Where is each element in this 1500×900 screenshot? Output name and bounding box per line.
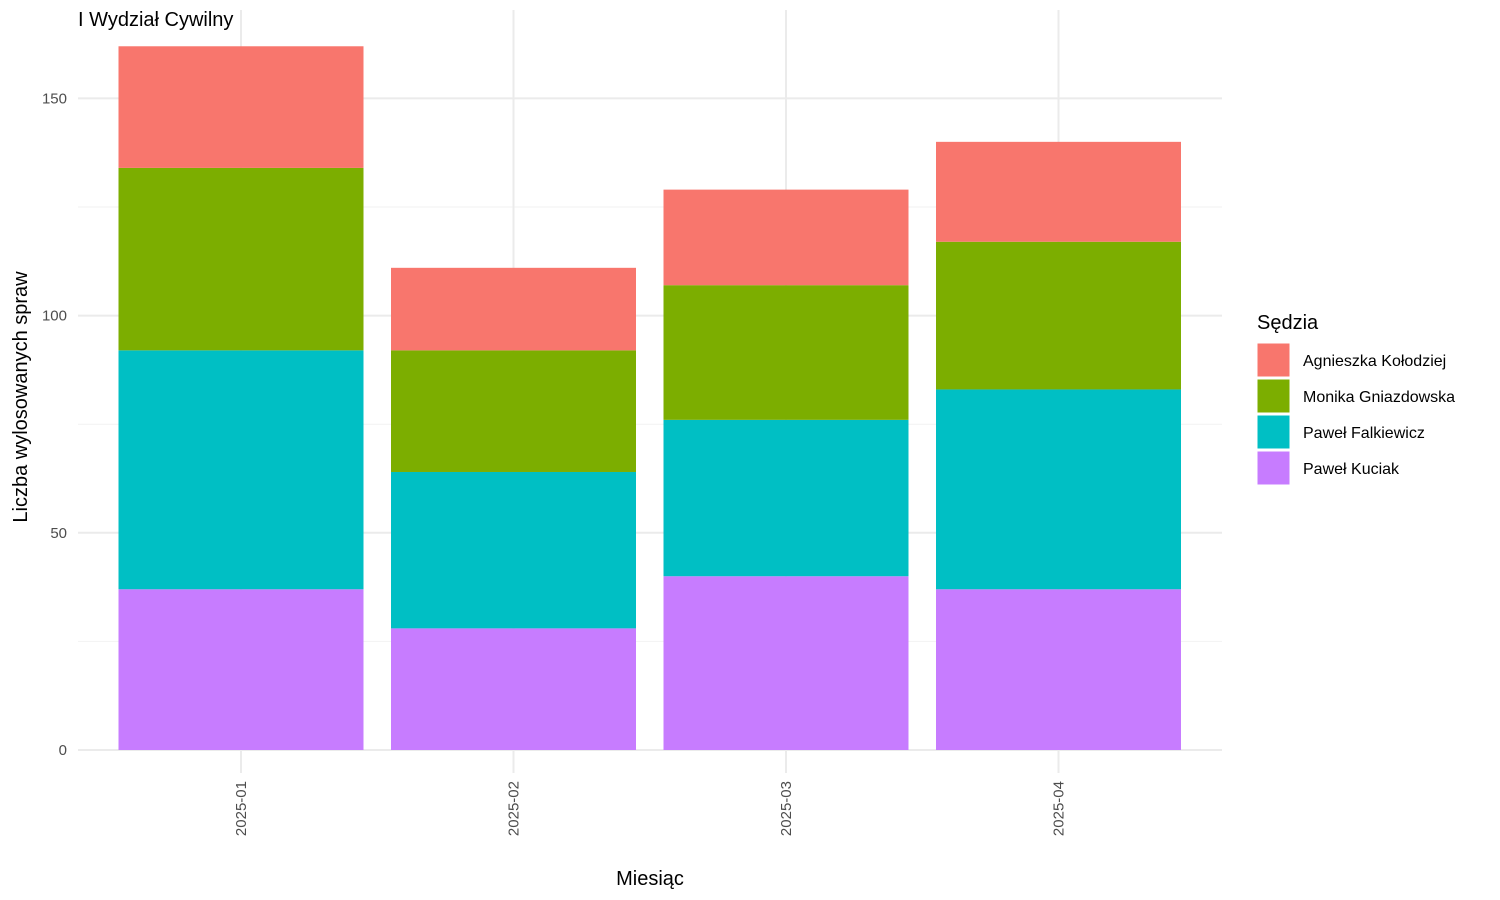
legend-title: Sędzia [1257,312,1319,334]
axis-layer: 0 50 100 150 2025-01 2025-02 2025-03 2025-04 [42,90,1068,836]
bar-segment [118,46,364,168]
bar-segment [391,350,636,472]
bar-segment [936,589,1181,750]
bar-segment [663,576,909,750]
bar-segment [118,350,364,590]
legend: Sędzia Agnieszka Kołodziej Monika Gniazdo… [1256,312,1455,486]
bar-segment [118,589,364,750]
y-tick-label: 0 [59,742,67,759]
chart-title: I Wydział Cywilny [78,9,233,31]
legend-label: Agnieszka Kołodziej [1303,353,1446,370]
x-tick-label: 2025-03 [778,781,795,836]
bar-segment [391,267,636,351]
bar-segment [936,141,1181,242]
legend-key [1256,414,1291,450]
legend-label: Monika Gniazdowska [1303,389,1455,406]
bar-segment [391,471,636,629]
legend-label: Paweł Falkiewicz [1303,425,1425,442]
x-tick-label: 2025-01 [233,781,250,836]
bar-segment [663,189,909,286]
x-tick-label: 2025-02 [506,781,523,836]
legend-label: Paweł Kuciak [1303,461,1400,478]
legend-key [1256,450,1291,486]
bar-segment [663,419,909,577]
x-tick-label: 2025-04 [1051,781,1068,836]
bar-segment [118,167,364,351]
x-axis-title: Miesiąc [616,868,684,890]
legend-key [1256,378,1291,414]
y-tick-label: 100 [42,308,67,325]
y-tick-label: 150 [42,90,67,107]
bar-segment [391,628,636,750]
y-axis-title: Liczba wylosowanych spraw [10,271,32,523]
bar-segment [936,389,1181,590]
y-tick-label: 50 [50,525,67,542]
bar-segment [936,241,1181,390]
bar-segment [663,285,909,420]
legend-key [1256,342,1291,378]
bars-layer [118,46,1181,750]
